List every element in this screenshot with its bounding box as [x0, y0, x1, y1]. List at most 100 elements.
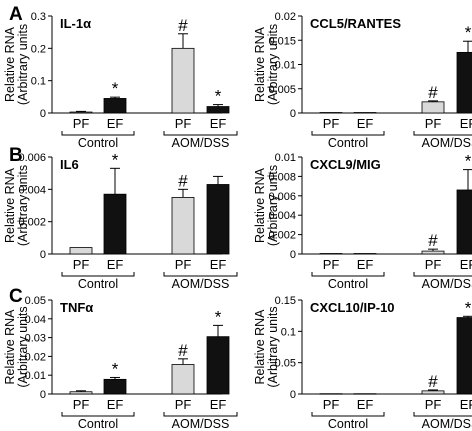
chart-title: TNFα: [60, 300, 93, 315]
y-tick-label: 0.04: [25, 314, 46, 326]
bar: [206, 336, 230, 395]
y-axis-label: Relative RNA: [253, 309, 267, 385]
y-axis-label: (Arbitrary units: [266, 165, 280, 246]
y-tick-label: 0.004: [18, 184, 46, 196]
significance-asterisk: *: [112, 150, 119, 169]
y-axis-label: Relative RNA: [253, 26, 267, 102]
bar: [69, 391, 93, 395]
group-bracket: [163, 131, 238, 136]
y-tick-label: 0.01: [25, 370, 46, 382]
group-label: Control: [328, 417, 368, 431]
bar: [353, 253, 377, 255]
y-tick-label: 0.004: [268, 210, 296, 222]
x-category-label: EF: [460, 116, 472, 131]
y-tick-label: 0.008: [268, 171, 296, 183]
y-axis-label: Relative RNA: [3, 167, 17, 243]
bar: [319, 253, 343, 255]
significance-hash: #: [178, 341, 188, 360]
bar: [421, 101, 445, 114]
x-category-label: PF: [73, 257, 90, 272]
bar: [456, 317, 472, 395]
group-label: AOM/DSS: [172, 277, 230, 291]
y-tick-label: 0: [290, 108, 296, 120]
y-tick-label: 0.1: [281, 326, 296, 338]
x-category-label: EF: [210, 116, 227, 131]
group-label: Control: [328, 136, 368, 150]
group-bracket: [61, 272, 135, 277]
group-label: Control: [78, 277, 118, 291]
y-tick-label: 0.2: [31, 43, 46, 55]
x-category-label: PF: [425, 257, 442, 272]
panel-letter-a: A: [9, 4, 23, 25]
bar: [103, 378, 127, 395]
group-bracket: [61, 412, 135, 417]
bar: [353, 393, 377, 395]
group-label: Control: [328, 277, 368, 291]
x-category-label: PF: [175, 257, 192, 272]
y-axis-label: (Arbitrary units: [16, 165, 30, 246]
bar: [103, 98, 127, 114]
y-axis-label: (Arbitrary units: [266, 24, 280, 105]
y-tick-label: 0.002: [18, 217, 46, 229]
group-label: Control: [78, 417, 118, 431]
group-bracket: [413, 412, 472, 417]
group-label: AOM/DSS: [172, 136, 230, 150]
group-bracket: [61, 131, 135, 136]
y-tick-label: 0.02: [25, 351, 46, 363]
y-tick-label: 0.05: [275, 358, 296, 370]
y-tick-label: 0.05: [25, 295, 46, 307]
group-bracket: [413, 272, 472, 277]
panel-letter-b: B: [9, 145, 23, 166]
group-bracket: [311, 272, 385, 277]
significance-hash: #: [428, 231, 438, 250]
group-bracket: [163, 412, 238, 417]
bar: [421, 390, 445, 395]
bar: [171, 197, 195, 255]
y-tick-label: 0.02: [275, 11, 296, 23]
group-bracket: [413, 131, 472, 136]
chart-title: CCL5/RANTES: [310, 16, 401, 31]
significance-asterisk: *: [215, 307, 222, 326]
bar: [69, 111, 93, 114]
x-category-label: PF: [73, 116, 90, 131]
significance-hash: #: [428, 83, 438, 102]
x-category-label: EF: [107, 397, 124, 412]
chart-3: IL6 Relative RNA (Arbitrary units 0 0.002 0.0…: [3, 150, 238, 291]
y-axis-label: Relative RNA: [3, 309, 17, 385]
y-tick-label: 0.3: [31, 11, 46, 23]
y-tick-label: 0.01: [275, 152, 296, 164]
chart-4: CXCL9/MIG Relative RNA (Arbitrary units 0 0.…: [253, 152, 472, 291]
group-label: AOM/DSS: [422, 417, 472, 431]
group-label: AOM/DSS: [422, 277, 472, 291]
bar: [456, 189, 472, 255]
y-tick-label: 0: [40, 108, 46, 120]
y-tick-label: 0.01: [275, 60, 296, 72]
chart-title: CXCL9/MIG: [310, 157, 381, 172]
x-category-label: EF: [210, 397, 227, 412]
y-tick-label: 0.005: [268, 84, 296, 96]
x-category-label: EF: [357, 116, 374, 131]
group-label: AOM/DSS: [422, 136, 472, 150]
significance-hash: #: [428, 372, 438, 391]
bar: [319, 112, 343, 114]
significance-asterisk: *: [465, 152, 472, 171]
y-tick-label: 0.006: [268, 191, 296, 203]
bar: [171, 364, 195, 395]
significance-hash: #: [178, 171, 188, 190]
y-tick-label: 0.006: [18, 152, 46, 164]
y-axis-label: Relative RNA: [3, 26, 17, 102]
group-label: AOM/DSS: [172, 417, 230, 431]
bar: [69, 247, 93, 255]
chart-title: IL-1α: [60, 16, 91, 31]
bar: [206, 184, 230, 255]
x-category-label: EF: [107, 116, 124, 131]
bar: [319, 393, 343, 395]
x-category-label: EF: [107, 257, 124, 272]
y-tick-label: 0.15: [275, 295, 296, 307]
y-tick-label: 0.015: [268, 35, 296, 47]
chart-6: CXCL10/IP-10 Relative RNA (Arbitrary units…: [253, 295, 472, 431]
x-category-label: PF: [323, 257, 340, 272]
